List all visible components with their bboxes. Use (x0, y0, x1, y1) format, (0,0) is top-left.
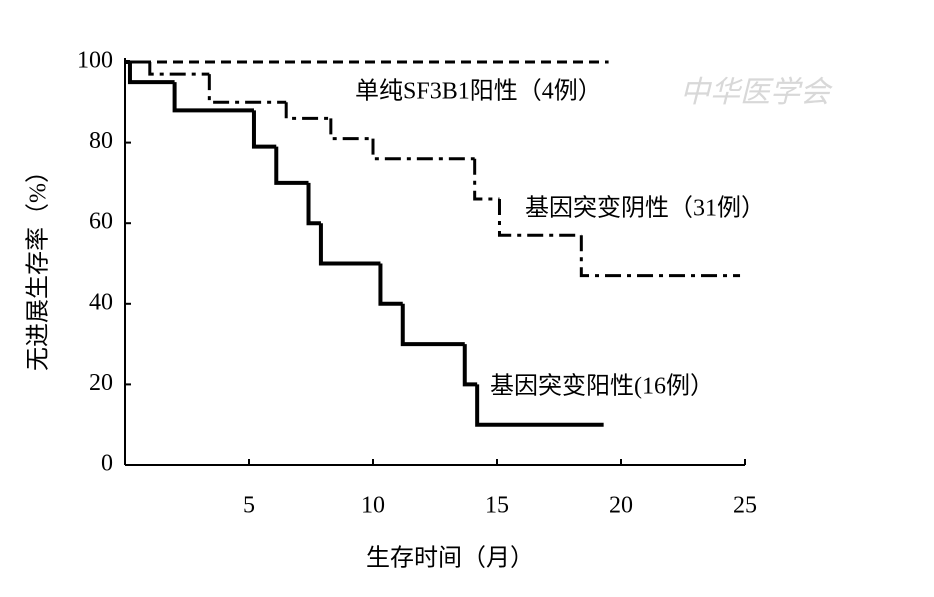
survival-step (329, 118, 373, 141)
x-tick-label: 10 (361, 493, 385, 519)
x-axis-label: 生存时间（月） (366, 545, 534, 572)
survival-step (497, 199, 582, 237)
y-axis-label: 无进展生存率（%） (25, 159, 52, 371)
survival-step (371, 138, 475, 161)
survival-step (306, 182, 321, 226)
survival-step (318, 223, 381, 266)
x-tick-label: 20 (609, 493, 633, 519)
survival-step (274, 146, 309, 185)
annotation: 基因突变阳性(16例） (490, 373, 714, 400)
annotation: 基因突变阴性（31例） (525, 195, 765, 222)
survival-step (127, 62, 175, 85)
survival-step (172, 82, 254, 113)
annotation: 单纯SF3B1阳性（4例） (355, 78, 602, 105)
survival-step (284, 102, 331, 120)
survival-step (473, 158, 500, 201)
survival-step (475, 384, 604, 427)
x-tick-label: 15 (485, 493, 509, 519)
survival-step (207, 74, 287, 104)
y-tick-label: 40 (89, 289, 113, 315)
y-tick-label: 0 (101, 451, 113, 477)
survival-step (579, 235, 741, 278)
x-tick-label: 5 (243, 493, 255, 519)
x-tick-label: 25 (733, 493, 757, 519)
y-tick-label: 100 (77, 48, 113, 74)
survival-step (400, 303, 465, 347)
survival-step (148, 62, 210, 76)
survival-step (251, 110, 277, 149)
watermark: 中华医学会 (680, 76, 833, 109)
y-tick-label: 60 (89, 209, 113, 235)
survival-step (378, 263, 403, 306)
survival-step (462, 344, 478, 387)
y-tick-label: 20 (89, 370, 113, 396)
y-tick-label: 80 (89, 128, 113, 154)
